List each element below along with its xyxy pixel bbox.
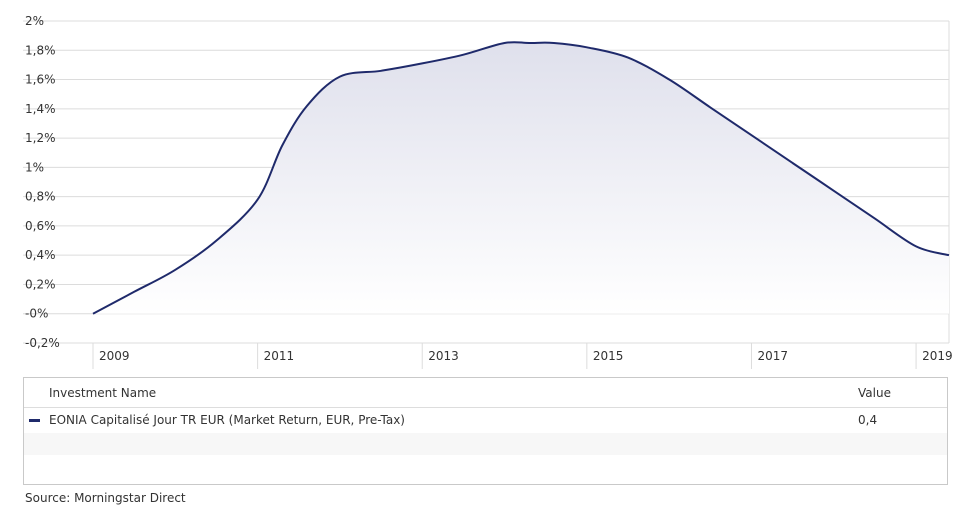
x-tick-label: 2017 (757, 349, 788, 363)
legend-table: Investment Name Value EONIA Capitalisé J… (23, 377, 948, 485)
legend-series-name: EONIA Capitalisé Jour TR EUR (Market Ret… (49, 413, 405, 427)
legend-empty-row (24, 433, 947, 455)
x-tick-label: 2013 (428, 349, 459, 363)
legend-series-value: 0,4 (858, 413, 878, 427)
area-fill (93, 42, 949, 314)
y-tick-label: 1,4% (25, 102, 56, 116)
legend-header: Investment Name Value (24, 378, 947, 408)
legend-header-name: Investment Name (49, 386, 157, 400)
y-tick-label: 1% (25, 160, 44, 174)
legend-header-value: Value (858, 386, 891, 400)
legend-row: EONIA Capitalisé Jour TR EUR (Market Ret… (24, 408, 947, 433)
y-tick-label: 0,6% (25, 219, 56, 233)
y-axis-ticks: -0,2% -0% 0,2% 0,4% 0,6% 0,8% 1% 1,2% 1,4% 1,6% 1,… (25, 14, 60, 350)
y-tick-label: -0% (25, 307, 48, 321)
series-color-swatch (29, 419, 40, 422)
series-line (92, 41, 950, 315)
y-tick-label: 0,2% (25, 277, 56, 291)
x-tick-label: 2011 (264, 349, 295, 363)
chart-area: -0,2% -0% 0,2% 0,4% 0,6% 0,8% 1% 1,2% 1,4% 1,6% 1,… (23, 14, 953, 369)
y-tick-label: 0,4% (25, 248, 56, 262)
y-tick-label: 1,6% (25, 73, 56, 87)
x-tick-label: 2009 (99, 349, 130, 363)
y-tick-label: -0,2% (25, 336, 60, 350)
y-tick-label: 1,2% (25, 131, 56, 145)
x-tick-label: 2015 (593, 349, 624, 363)
series-line-path (92, 41, 950, 315)
y-tick-label: 2% (25, 14, 44, 28)
y-tick-label: 0,8% (25, 190, 56, 204)
x-tick-label: 2019 (922, 349, 953, 363)
series-area (93, 42, 949, 314)
source-note: Source: Morningstar Direct (25, 491, 186, 505)
y-tick-label: 1,8% (25, 43, 56, 57)
x-axis-ticks: 2009 2011 2013 2015 2017 2019 (92, 343, 953, 369)
